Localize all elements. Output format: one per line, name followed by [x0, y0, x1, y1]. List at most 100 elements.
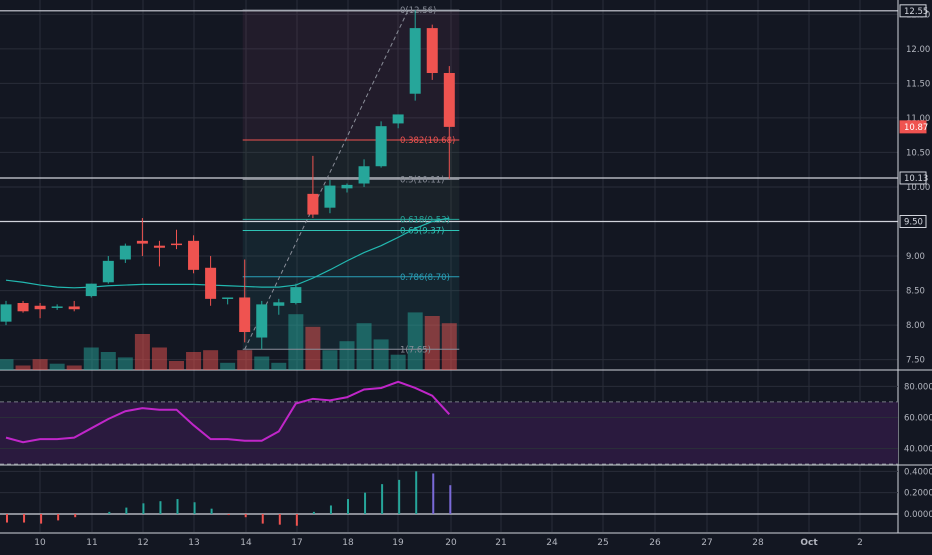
- volume-bar: [83, 347, 99, 370]
- moving-average-line: [5, 217, 450, 289]
- x-axis-label: 2: [857, 538, 863, 548]
- x-axis-label: 11: [86, 538, 97, 548]
- price-label-text: 10.13: [904, 174, 928, 184]
- price-label-box: [899, 171, 927, 185]
- rsi-tick-label: 40.0000: [904, 444, 932, 454]
- fib-level-label: 0.65(9.37): [400, 226, 444, 236]
- volume-bar: [424, 316, 440, 370]
- candle-body: [256, 304, 268, 338]
- candle-body: [188, 240, 200, 270]
- candle-body: [375, 126, 387, 167]
- price-tick-label: 10.00: [906, 183, 930, 193]
- candle-body: [68, 306, 80, 310]
- fib-zone-bottom: [242, 219, 460, 350]
- x-axis-label: 27: [701, 538, 712, 548]
- volume-bar: [288, 314, 304, 370]
- volume-bar: [117, 357, 133, 370]
- candle-body: [0, 304, 12, 322]
- x-axis-label: 18: [342, 538, 354, 548]
- fib-level-label: 0.5(10.11): [400, 175, 444, 185]
- x-axis-label: 19: [392, 538, 404, 548]
- volume-bar: [15, 365, 31, 370]
- x-axis-label: 28: [752, 538, 764, 548]
- volume-bar: [441, 323, 457, 370]
- volume-bar: [373, 339, 389, 370]
- price-tick-label: 12.00: [906, 45, 930, 55]
- candle-body: [17, 303, 29, 312]
- volume-bar: [66, 365, 82, 370]
- x-axis-label: 20: [445, 538, 457, 548]
- hist-tick-label: 0.4000: [904, 467, 932, 477]
- price-label-box: [899, 4, 927, 18]
- candle-body: [426, 28, 438, 73]
- volume-bar: [254, 356, 270, 370]
- x-axis-label: 25: [597, 538, 608, 548]
- rsi-tick-label: 80.0000: [904, 382, 932, 392]
- price-tick-label: 11.50: [906, 79, 930, 89]
- volume-bar: [186, 352, 202, 370]
- candle-body: [341, 184, 353, 189]
- volume-bar: [322, 350, 338, 370]
- price-label-text: 10.87: [904, 123, 928, 133]
- candle-body: [443, 72, 455, 127]
- price-tick-label: 11.00: [906, 114, 930, 124]
- x-axis-label: 12: [137, 538, 148, 548]
- volume-bar: [390, 354, 406, 370]
- x-axis-label: 24: [546, 538, 558, 548]
- candle-body: [34, 305, 46, 310]
- candle-body: [153, 245, 165, 248]
- price-label-box: [899, 214, 927, 228]
- candle-body: [392, 114, 404, 124]
- volume-bar: [100, 352, 116, 370]
- volume-bar: [271, 362, 287, 370]
- candle-body: [273, 302, 285, 306]
- price-label-text: 12.55: [904, 7, 928, 17]
- x-axis-label: 13: [188, 538, 199, 548]
- volume-bar: [339, 341, 355, 370]
- candle-body: [85, 283, 97, 297]
- rsi-band: [0, 401, 898, 464]
- volume-bar: [134, 334, 150, 370]
- fib-level-label: 0(12.56): [400, 6, 436, 16]
- x-axis-label: 26: [649, 538, 661, 548]
- volume-bar: [237, 350, 253, 370]
- candle-body: [119, 245, 131, 260]
- candle-body: [358, 166, 370, 184]
- rsi-tick-label: 60.0000: [904, 413, 932, 423]
- candle-body: [136, 240, 148, 244]
- fib-level-label: 0.618(9.53): [400, 215, 450, 225]
- hist-tick-label: 0.0000: [904, 510, 932, 520]
- candle-body: [102, 260, 114, 283]
- hist-tick-label: 0.2000: [904, 489, 932, 499]
- candle-body: [205, 267, 217, 299]
- volume-bar: [203, 350, 219, 370]
- x-axis-label: 21: [495, 538, 506, 548]
- price-tick-label: 10.50: [906, 148, 930, 158]
- volume-bar: [356, 323, 372, 370]
- volume-bar: [0, 359, 14, 370]
- candle-body: [171, 243, 182, 246]
- candle-body: [222, 297, 234, 299]
- candle-body: [409, 28, 421, 94]
- candle-body: [324, 185, 336, 208]
- price-tick-label: 8.00: [906, 321, 925, 331]
- x-axis-label: 10: [34, 538, 46, 548]
- x-axis-label: 14: [240, 538, 252, 548]
- fib-level-label: 0.786(8.70): [400, 273, 450, 283]
- volume-bar: [169, 361, 184, 370]
- rsi-line: [5, 380, 451, 444]
- candle-body: [51, 306, 63, 308]
- candle-body: [290, 287, 302, 304]
- price-label-text: 9.50: [904, 217, 923, 227]
- price-tick-label: 7.50: [906, 356, 925, 366]
- price-tick-label: 9.00: [906, 252, 925, 262]
- price-label-box: [899, 120, 927, 134]
- price-tick-label: 8.50: [906, 287, 925, 297]
- candle-body: [307, 193, 319, 215]
- volume-bar: [151, 347, 167, 370]
- volume-bar: [407, 312, 423, 370]
- volume-bar: [49, 363, 65, 370]
